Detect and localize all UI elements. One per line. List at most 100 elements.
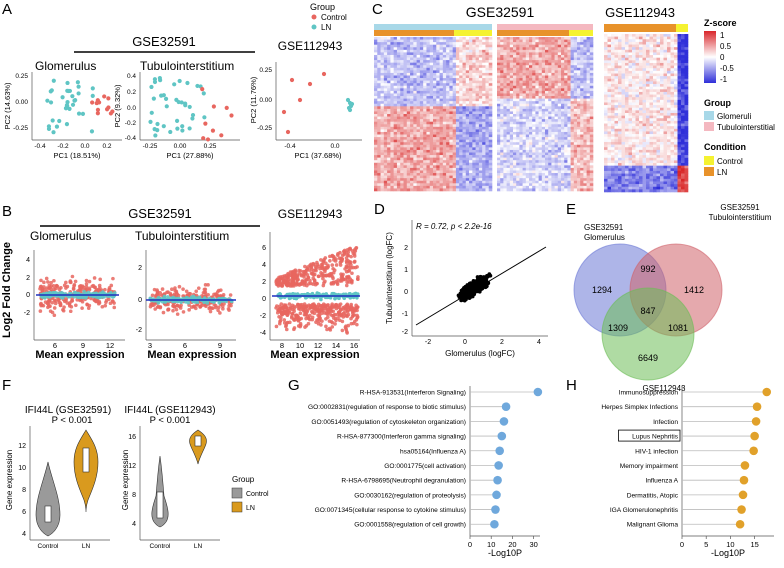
heatmap-cell <box>452 183 457 187</box>
heatmap-cell <box>459 147 463 151</box>
tick: 4 <box>262 262 266 269</box>
heatmap-cell <box>545 106 549 110</box>
heatmap-cell <box>503 83 507 87</box>
heatmap-cell <box>452 39 457 43</box>
heatmap-cell <box>570 75 575 79</box>
heatmap-cell <box>557 67 562 71</box>
heatmap-cell <box>509 39 514 43</box>
heatmap-cell <box>475 139 480 143</box>
heatmap-cell <box>406 144 411 148</box>
heatmap-cell <box>465 108 470 112</box>
heatmap-cell <box>380 42 385 45</box>
heatmap-cell <box>529 111 533 115</box>
heatmap-cell <box>586 114 591 117</box>
heatmap-cell <box>393 188 398 192</box>
ma-point <box>177 284 182 289</box>
heatmap-cell <box>545 37 549 40</box>
heatmap-cell <box>433 101 437 105</box>
heatmap-cell <box>545 67 549 71</box>
heatmap-cell <box>564 47 568 51</box>
heatmap-cell <box>469 144 473 148</box>
heatmap-cell <box>500 121 504 125</box>
heatmap-cell <box>406 49 411 53</box>
heatmap-cell <box>469 185 473 189</box>
heatmap-cell <box>583 37 587 40</box>
heatmap-cell <box>577 52 581 56</box>
heatmap-cell <box>449 124 453 128</box>
ma-point <box>349 302 354 307</box>
heatmap-cell <box>506 103 511 107</box>
heatmap-cell <box>573 101 578 105</box>
heatmap-cell <box>423 162 427 166</box>
heatmap-cell <box>503 129 507 133</box>
heatmap-cell <box>561 121 565 125</box>
heatmap-cell <box>472 52 476 56</box>
heatmap-cell <box>538 119 543 122</box>
heatmap-cell <box>513 37 517 40</box>
heatmap-cell <box>469 54 473 58</box>
heatmap-cell <box>455 78 460 81</box>
heatmap-cell <box>436 147 440 151</box>
heatmap-cell <box>541 57 546 61</box>
heatmap-cell <box>393 83 398 87</box>
heatmap-cell <box>446 52 450 56</box>
heatmap-cell <box>377 75 381 79</box>
heatmap-cell <box>410 157 414 161</box>
heatmap-cell <box>532 65 536 69</box>
heatmap-cell <box>390 70 394 74</box>
heatmap-cell <box>459 173 463 176</box>
ma-point <box>288 284 293 288</box>
heatmap-cell <box>387 188 391 192</box>
heatmap-cell <box>403 160 408 164</box>
heatmap-cell <box>410 54 414 58</box>
heatmap-cell <box>482 37 486 40</box>
heatmap-cell <box>497 60 501 63</box>
heatmap-cell <box>482 57 486 61</box>
heatmap-cell <box>400 139 404 143</box>
heatmap-cell <box>462 47 467 51</box>
ma-point <box>285 283 289 288</box>
heatmap-cell <box>429 129 434 133</box>
heatmap-cell <box>459 155 463 158</box>
heatmap-cell <box>393 49 398 53</box>
heatmap-cell <box>419 83 424 87</box>
heatmap-cell <box>423 83 427 87</box>
heatmap-cell <box>465 114 470 117</box>
ma-point <box>59 295 64 300</box>
heatmap-cell <box>426 121 431 125</box>
heatmap-cell <box>380 139 385 143</box>
heatmap-cell <box>446 96 450 99</box>
heatmap-cell <box>416 70 421 74</box>
heatmap-cell <box>449 129 453 133</box>
heatmap-cell <box>529 39 533 43</box>
ma-point <box>203 283 208 287</box>
heatmap-cell <box>522 121 527 125</box>
heatmap-cell <box>469 93 473 97</box>
heatmap-cell <box>433 75 437 79</box>
heatmap-cell <box>446 188 450 192</box>
heatmap-cell <box>529 114 533 117</box>
heatmap-cell <box>439 162 444 166</box>
heatmap-cell <box>564 65 568 69</box>
heatmap-cell <box>567 85 571 89</box>
heatmap-cell <box>459 114 463 117</box>
heatmap-cell <box>567 70 571 74</box>
heatmap-cell <box>462 114 467 117</box>
ma-point <box>65 301 70 305</box>
heatmap-cell <box>535 37 539 40</box>
heatmap-cell <box>516 116 520 120</box>
heatmap-cell <box>462 60 467 63</box>
heatmap-cell <box>506 98 511 102</box>
heatmap-cell <box>416 152 421 156</box>
heatmap-cell <box>380 72 385 76</box>
heatmap-cell <box>449 49 453 53</box>
heatmap-cell <box>482 131 486 135</box>
ma-point <box>204 304 208 309</box>
heatmap-cell <box>548 83 552 87</box>
heatmap-cell <box>583 62 587 66</box>
heatmap-cell <box>380 119 385 122</box>
heatmap-cell <box>374 139 378 143</box>
heatmap-cell <box>439 160 444 164</box>
heatmap-cell <box>557 108 562 112</box>
heatmap-cell <box>485 126 490 130</box>
